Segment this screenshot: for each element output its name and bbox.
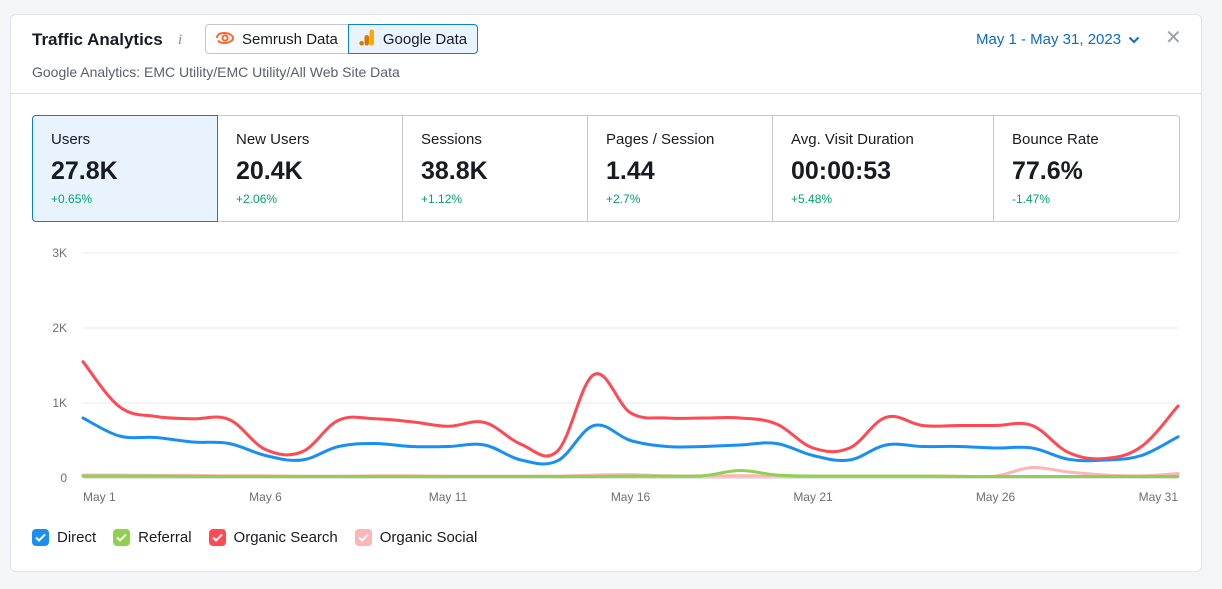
checkbox-checked-icon [32, 529, 49, 546]
series-line-referral [81, 468, 1180, 479]
metric-value: 77.6% [1012, 157, 1083, 185]
x-tick-label: May 16 [611, 490, 651, 504]
google-analytics-icon [359, 29, 375, 50]
metric-sessions[interactable]: Sessions 38.8K +1.12% [403, 116, 588, 221]
metrics-row: Users 27.8K +0.65% New Users 20.4K +2.06… [32, 115, 1180, 222]
traffic-analytics-card: Traffic Analytics i Semrush Data [10, 14, 1202, 572]
y-tick-label: 2K [52, 321, 67, 335]
legend-item-organic-social[interactable]: Organic Social [354, 529, 478, 546]
legend-label: Organic Social [379, 529, 478, 546]
y-tick-label: 0 [60, 471, 67, 485]
metric-delta: +2.06% [236, 192, 278, 206]
chevron-down-icon [1128, 29, 1140, 51]
info-icon[interactable]: i [178, 32, 183, 48]
metric-label: Sessions [421, 131, 482, 148]
metric-delta: -1.47% [1012, 192, 1051, 206]
metric-value: 27.8K [51, 157, 118, 185]
legend-item-direct[interactable]: Direct [32, 529, 96, 546]
metric-label: Users [51, 131, 91, 148]
checkbox-checked-icon [113, 529, 131, 546]
date-range-picker[interactable]: May 1 - May 31, 2023 [976, 29, 1140, 51]
semrush-icon [216, 31, 235, 48]
y-tick-label: 3K [52, 246, 67, 260]
series-line-organic-search [81, 360, 1180, 461]
checkbox-checked-icon [354, 529, 372, 546]
x-tick-label: May 21 [793, 490, 833, 504]
semrush-data-tab[interactable]: Semrush Data [205, 24, 348, 54]
metric-label: Pages / Session [606, 131, 715, 148]
metric-bounce-rate[interactable]: Bounce Rate 77.6% -1.47% [994, 116, 1179, 221]
metric-pages-per-session[interactable]: Pages / Session 1.44 +2.7% [588, 116, 773, 221]
data-source-subtitle: Google Analytics: EMC Utility/EMC Utilit… [32, 64, 400, 80]
series-line-direct [81, 416, 1180, 466]
x-tick-label: May 1 [83, 490, 116, 504]
metric-value: 20.4K [236, 157, 303, 185]
x-tick-label: May 6 [249, 490, 282, 504]
traffic-line-chart: 0 1K 2K 3K May 1 May 6 May 11 May 16 May 21 May 2… [11, 235, 1201, 525]
metric-delta: +5.48% [791, 192, 833, 206]
metric-label: Bounce Rate [1012, 131, 1099, 148]
data-source-toggle: Semrush Data Google Data [205, 24, 479, 54]
legend-label: Direct [57, 529, 97, 546]
chart-legend: Direct Referral Organic Search Organic S… [32, 529, 494, 546]
legend-item-organic-search[interactable]: Organic Search [208, 529, 338, 546]
x-tick-label: May 31 [1139, 490, 1179, 504]
google-data-label: Google Data [382, 30, 468, 48]
metric-label: Avg. Visit Duration [791, 131, 914, 148]
date-range-label: May 1 - May 31, 2023 [976, 31, 1122, 48]
metric-avg-visit-duration[interactable]: Avg. Visit Duration 00:00:53 +5.48% [773, 116, 994, 221]
close-icon[interactable]: ✕ [1165, 27, 1182, 49]
metric-delta: +1.12% [421, 192, 463, 206]
legend-item-referral[interactable]: Referral [113, 529, 192, 546]
y-tick-label: 1K [52, 396, 67, 410]
metric-new-users[interactable]: New Users 20.4K +2.06% [218, 116, 403, 221]
metric-value: 1.44 [606, 157, 655, 185]
metric-delta: +0.65% [51, 192, 93, 206]
metric-delta: +2.7% [606, 192, 641, 206]
x-tick-label: May 26 [976, 490, 1016, 504]
metric-value: 38.8K [421, 157, 488, 185]
metric-label: New Users [236, 131, 310, 148]
checkbox-checked-icon [208, 529, 226, 546]
metric-value: 00:00:53 [791, 157, 892, 185]
chart-svg: 0 1K 2K 3K May 1 May 6 May 11 May 16 May 21 May 2… [52, 246, 1180, 504]
google-data-tab[interactable]: Google Data [347, 24, 479, 54]
widget-title: Traffic Analytics [32, 30, 163, 49]
card-header: Traffic Analytics i Semrush Data [11, 15, 1201, 94]
legend-label: Organic Search [233, 529, 338, 546]
semrush-data-label: Semrush Data [242, 30, 338, 48]
legend-label: Referral [138, 529, 192, 546]
x-tick-label: May 11 [429, 490, 468, 504]
metric-users[interactable]: Users 27.8K +0.65% [32, 115, 218, 222]
